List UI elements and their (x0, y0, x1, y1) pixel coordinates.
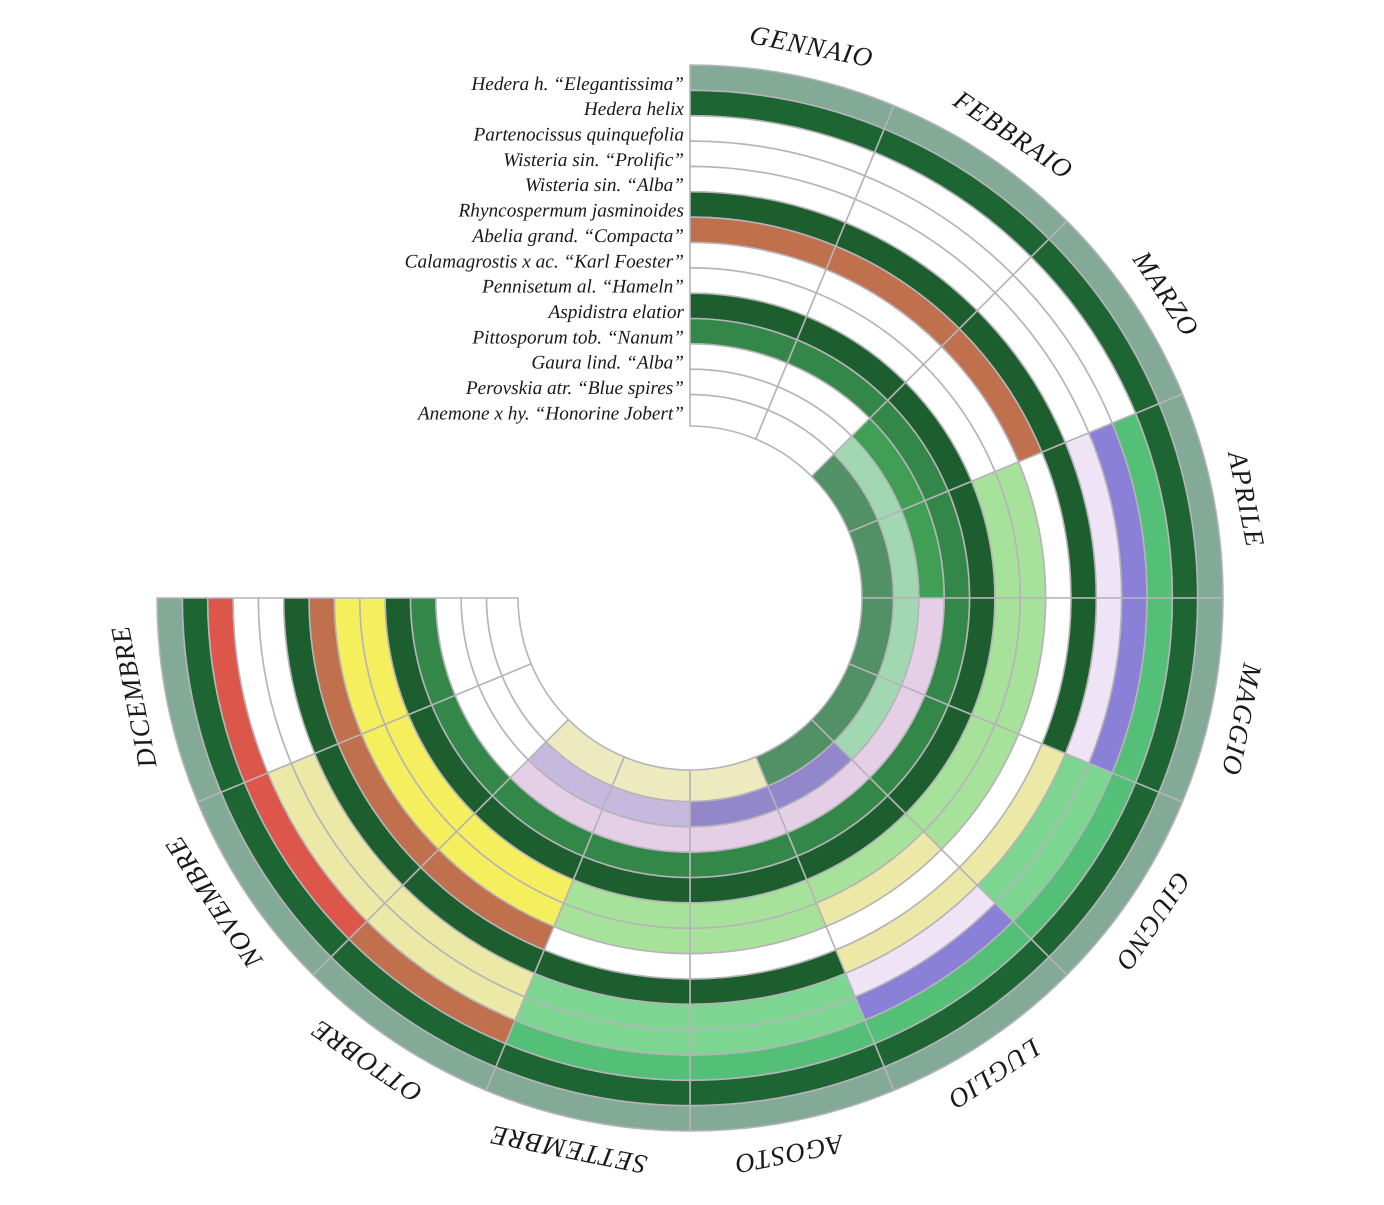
svg-text:Hedera h. “Elegantissima”: Hedera h. “Elegantissima” (470, 74, 684, 95)
svg-text:Aspidistra elatior: Aspidistra elatior (546, 302, 684, 323)
svg-text:Perovskia atr. “Blue spires”: Perovskia atr. “Blue spires” (465, 378, 684, 399)
svg-text:Rhyncospermum jasminoides: Rhyncospermum jasminoides (458, 201, 684, 222)
svg-text:Calamagrostis x ac. “Karl Foes: Calamagrostis x ac. “Karl Foester” (405, 251, 684, 272)
svg-text:Wisteria sin. “Alba”: Wisteria sin. “Alba” (525, 175, 684, 196)
svg-text:Pennisetum al. “Hameln”: Pennisetum al. “Hameln” (481, 277, 684, 298)
svg-text:Gaura lind. “Alba”: Gaura lind. “Alba” (531, 353, 684, 374)
svg-text:Pittosporum tob. “Nanum”: Pittosporum tob. “Nanum” (471, 327, 684, 348)
svg-text:Partenocissus quinquefolia: Partenocissus quinquefolia (473, 125, 684, 146)
svg-text:Hedera helix: Hedera helix (583, 99, 685, 120)
svg-text:Anemone x hy. “Honorine Jobert: Anemone x hy. “Honorine Jobert” (416, 403, 684, 424)
svg-text:Abelia grand. “Compacta”: Abelia grand. “Compacta” (470, 226, 684, 247)
svg-text:Wisteria sin. “Prolific”: Wisteria sin. “Prolific” (503, 150, 684, 171)
